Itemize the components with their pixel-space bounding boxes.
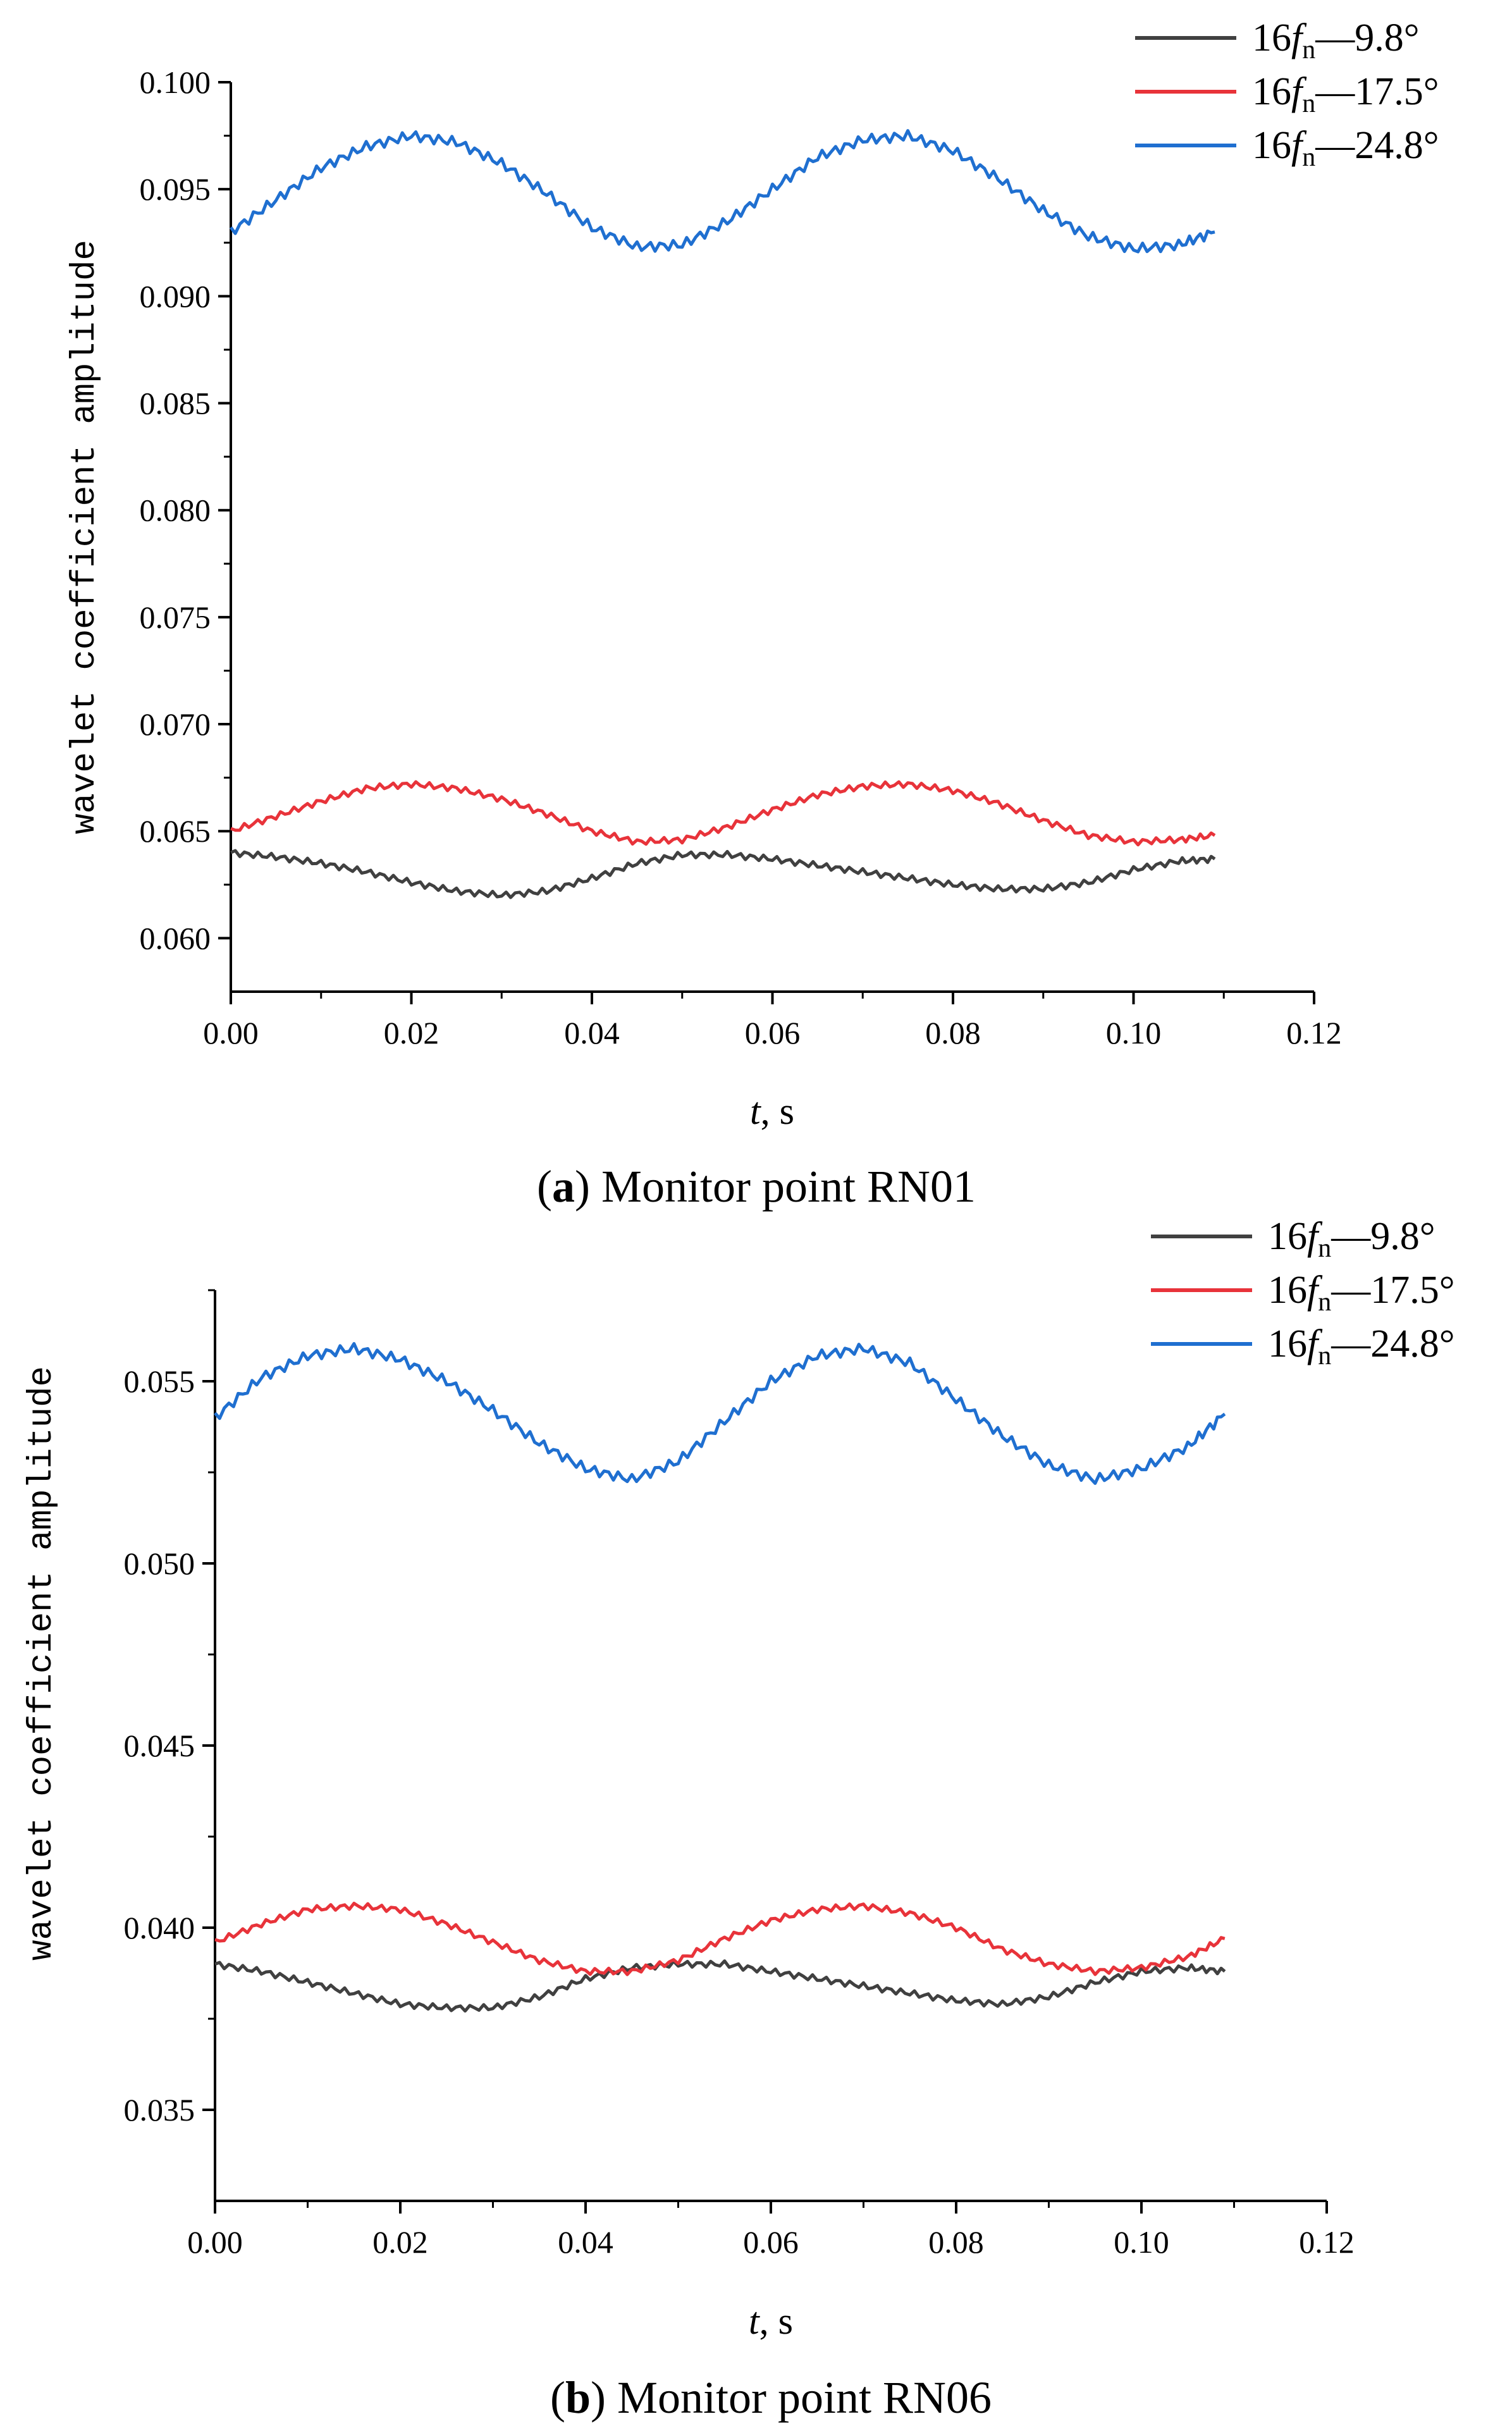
legend-prefix: 16: [1252, 70, 1291, 113]
y-tick-label: 0.075: [140, 600, 211, 635]
legend-suffix: —9.8°: [1315, 16, 1419, 59]
legend: 16fn—9.8° 16fn—17.5° 16fn—24.8°: [1135, 16, 1439, 172]
y-tick-label: 0.100: [140, 65, 211, 100]
legend-sub: n: [1318, 1341, 1331, 1370]
caption-body: Monitor point RN06: [617, 2372, 992, 2423]
caption-b: (b) Monitor point RN06: [550, 2372, 992, 2423]
x-axis-unit: , s: [761, 1090, 794, 1132]
x-ticks: 0.00 0.02 0.04 0.06 0.08 0.10 0.12: [203, 992, 1342, 1050]
x-axis-var: t: [750, 1090, 761, 1132]
y-tick-label: 0.070: [140, 706, 211, 742]
y-ticks: 0.060 0.065 0.070 0.075 0.080 0.085 0.090 0.095…: [140, 65, 231, 956]
y-tick-label: 0.095: [140, 171, 211, 207]
x-tick-label: 0.10: [1114, 2224, 1169, 2260]
legend-suffix: —17.5°: [1331, 1269, 1454, 1312]
legend-sub: n: [1302, 89, 1315, 118]
legend-prefix: 16: [1268, 1215, 1307, 1258]
y-axis-label: wavelet coefficient amplitude: [66, 240, 104, 834]
legend-label: 16fn—24.8°: [1252, 124, 1439, 172]
series-line-2: [214, 1902, 1226, 1976]
legend-sub: n: [1302, 143, 1315, 172]
legend-suffix: —24.8°: [1331, 1322, 1454, 1365]
y-ticks: 0.035 0.040 0.045 0.050 0.055: [124, 1289, 215, 2128]
series-line-2: [230, 780, 1216, 847]
series-line-3: [214, 1342, 1226, 1485]
legend-prefix: 16: [1268, 1322, 1307, 1365]
series-line-1: [214, 1959, 1226, 2013]
x-tick-label: 0.08: [928, 2224, 984, 2260]
series-line-1: [230, 849, 1216, 899]
y-tick-label: 0.090: [140, 278, 211, 314]
caption-a: (a) Monitor point RN01: [537, 1161, 976, 1212]
caption-letter: a: [552, 1161, 575, 1212]
legend-label: 16fn—17.5°: [1268, 1269, 1455, 1317]
legend-sub: n: [1318, 1234, 1331, 1263]
x-ticks: 0.00 0.02 0.04 0.06 0.08 0.10 0.12: [187, 2201, 1355, 2260]
x-tick-label: 0.10: [1106, 1015, 1162, 1050]
x-tick-label: 0.02: [372, 2224, 428, 2260]
legend-prefix: 16: [1268, 1269, 1307, 1312]
legend-suffix: —24.8°: [1315, 124, 1439, 167]
series-lines: [214, 1342, 1226, 2013]
chart-a: 0.060 0.065 0.070 0.075 0.080 0.085 0.090 0.095…: [66, 16, 1439, 1212]
legend-prefix: 16: [1252, 124, 1291, 167]
legend-prefix: 16: [1252, 16, 1291, 59]
x-tick-label: 0.12: [1286, 1015, 1342, 1050]
x-tick-label: 0.04: [558, 2224, 613, 2260]
y-tick-label: 0.045: [124, 1728, 195, 1763]
legend-label: 16fn—9.8°: [1268, 1215, 1435, 1263]
x-axis-unit: , s: [759, 2300, 793, 2342]
legend-label: 16fn—24.8°: [1268, 1322, 1455, 1370]
x-tick-label: 0.00: [187, 2224, 243, 2260]
y-axis-label: wavelet coefficient amplitude: [23, 1366, 61, 1961]
x-tick-label: 0.12: [1299, 2224, 1355, 2260]
y-tick-label: 0.060: [140, 920, 211, 956]
x-tick-label: 0.04: [564, 1015, 620, 1050]
x-axis-label: t, s: [749, 2300, 793, 2342]
y-tick-label: 0.080: [140, 493, 211, 528]
x-tick-label: 0.02: [384, 1015, 439, 1050]
caption-body: Monitor point RN01: [601, 1161, 976, 1212]
legend-suffix: —9.8°: [1331, 1215, 1435, 1258]
legend-sub: n: [1318, 1288, 1331, 1317]
legend-label: 16fn—9.8°: [1252, 16, 1420, 65]
y-tick-label: 0.085: [140, 386, 211, 421]
y-tick-label: 0.065: [140, 813, 211, 849]
y-tick-label: 0.040: [124, 1910, 195, 1945]
x-tick-label: 0.06: [743, 2224, 799, 2260]
y-tick-label: 0.055: [124, 1364, 195, 1399]
x-axis-label: t, s: [750, 1090, 794, 1132]
legend-label: 16fn—17.5°: [1252, 70, 1439, 118]
caption-letter: b: [565, 2372, 591, 2423]
legend: 16fn—9.8° 16fn—17.5° 16fn—24.8°: [1151, 1215, 1455, 1370]
x-tick-label: 0.06: [745, 1015, 801, 1050]
y-tick-label: 0.050: [124, 1546, 195, 1581]
legend-suffix: —17.5°: [1315, 70, 1439, 113]
x-tick-label: 0.08: [925, 1015, 981, 1050]
y-tick-label: 0.035: [124, 2092, 195, 2128]
x-axis-var: t: [749, 2300, 760, 2342]
series-lines: [229, 129, 1216, 899]
legend-sub: n: [1302, 35, 1315, 65]
series-line-3: [229, 129, 1215, 254]
x-tick-label: 0.00: [203, 1015, 259, 1050]
